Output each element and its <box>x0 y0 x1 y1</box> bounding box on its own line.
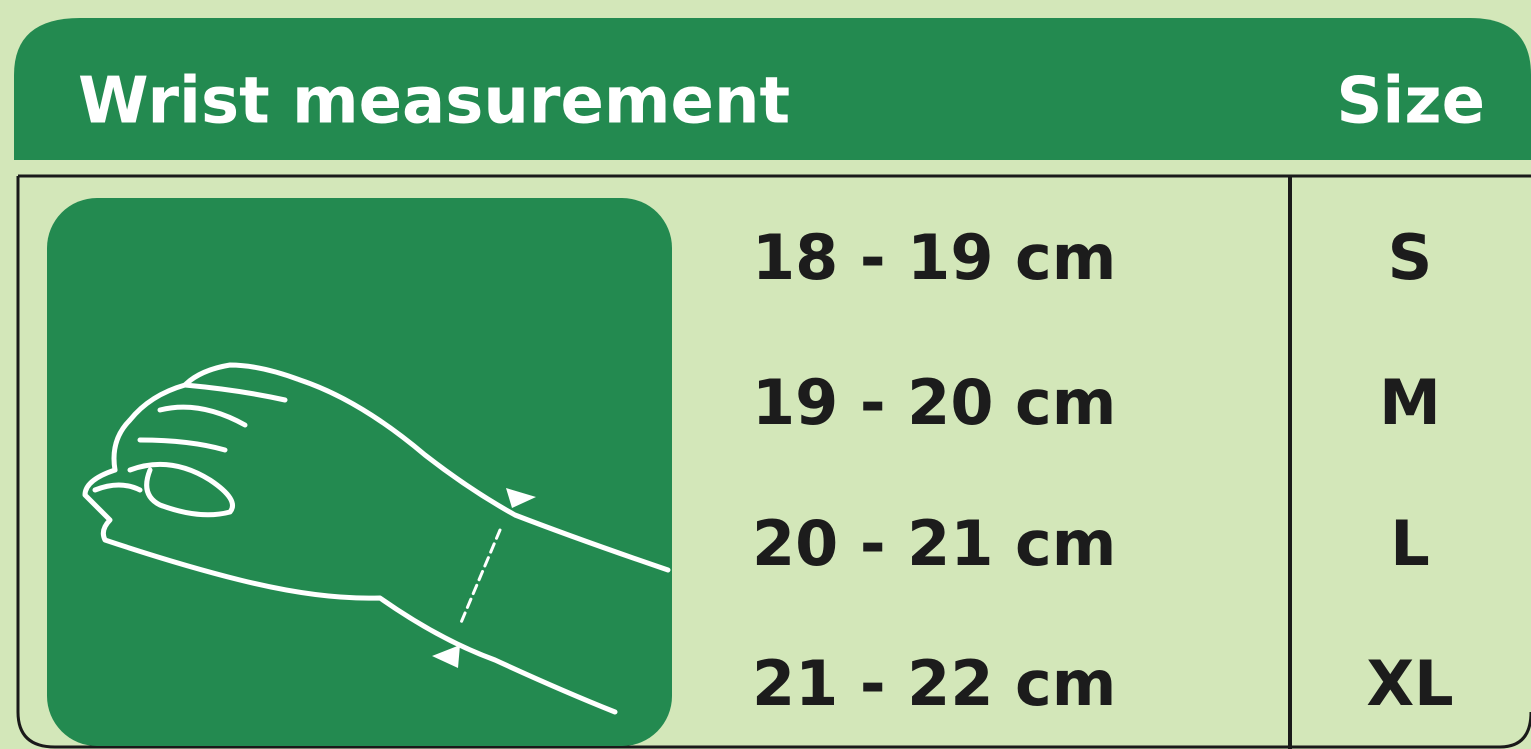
size-label: M <box>1379 366 1441 439</box>
size-chart: Wrist measurement Size 18 - 19 cm S 19 - 2… <box>0 0 1531 749</box>
size-label: L <box>1390 507 1430 580</box>
wrist-illustration <box>47 198 672 746</box>
column-header: Wrist measurement <box>78 65 790 139</box>
measurement-range: 18 - 19 cm <box>752 221 1116 294</box>
column-header: Size <box>1336 65 1485 139</box>
measurement-range: 19 - 20 cm <box>752 366 1116 439</box>
size-label: XL <box>1366 647 1453 720</box>
measurement-range: 21 - 22 cm <box>752 647 1116 720</box>
size-label: S <box>1388 221 1433 294</box>
measurement-range: 20 - 21 cm <box>752 507 1116 580</box>
